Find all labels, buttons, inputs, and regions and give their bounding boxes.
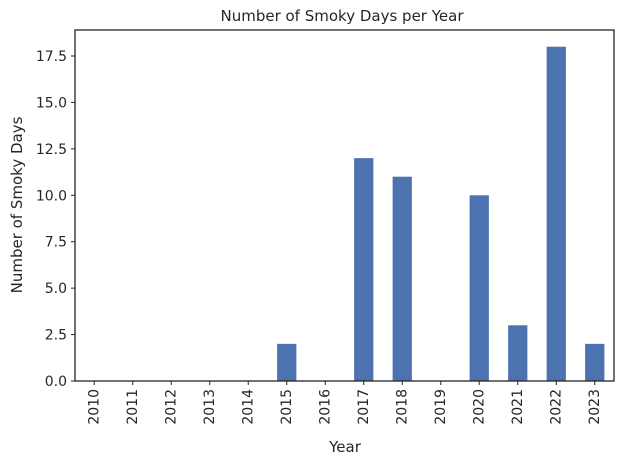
y-tick-label: 2.5	[45, 328, 67, 344]
bar-2020	[469, 195, 489, 381]
y-axis-label: Number of Smoky Days	[8, 116, 26, 293]
x-tick-label: 2017	[356, 389, 372, 425]
x-tick-label: 2023	[587, 389, 603, 425]
y-axis-ticks: 0.0 2.5 5.0 7.5 10.0 12.5 15.0 17.5	[36, 49, 75, 390]
x-tick-label: 2015	[279, 389, 295, 425]
x-tick-label: 2021	[510, 389, 526, 425]
y-tick-label: 17.5	[36, 49, 67, 65]
bar-2017	[354, 158, 374, 381]
y-tick-label: 5.0	[45, 281, 67, 297]
bar-2023	[585, 343, 605, 381]
chart-title: Number of Smoky Days per Year	[220, 7, 464, 25]
x-tick-label: 2013	[202, 389, 218, 425]
x-tick-label: 2012	[163, 389, 179, 425]
y-tick-label: 12.5	[36, 142, 67, 158]
x-tick-label: 2022	[548, 389, 564, 425]
plot-frame	[74, 29, 615, 382]
bar-2022	[546, 46, 566, 381]
x-tick-label: 2019	[433, 389, 449, 425]
y-tick-label: 10.0	[36, 188, 67, 204]
bar-2021	[508, 325, 528, 381]
x-tick-label: 2014	[240, 389, 256, 425]
x-tick-label: 2010	[86, 389, 102, 425]
y-tick-label: 0.0	[45, 374, 67, 390]
x-tick-label: 2016	[317, 389, 333, 425]
x-axis-label: Year	[328, 438, 362, 456]
y-tick-label: 7.5	[45, 235, 67, 251]
x-tick-label: 2020	[471, 389, 487, 425]
y-tick-label: 15.0	[36, 95, 67, 111]
x-tick-label: 2018	[394, 389, 410, 425]
bars-group	[277, 46, 605, 381]
bar-2015	[277, 343, 297, 381]
bar-2018	[392, 176, 412, 381]
x-tick-label: 2011	[125, 389, 141, 425]
x-axis-ticks: 2010 2011 2012 2013 2014 2015 2016 2017 2018 2019…	[86, 381, 603, 425]
